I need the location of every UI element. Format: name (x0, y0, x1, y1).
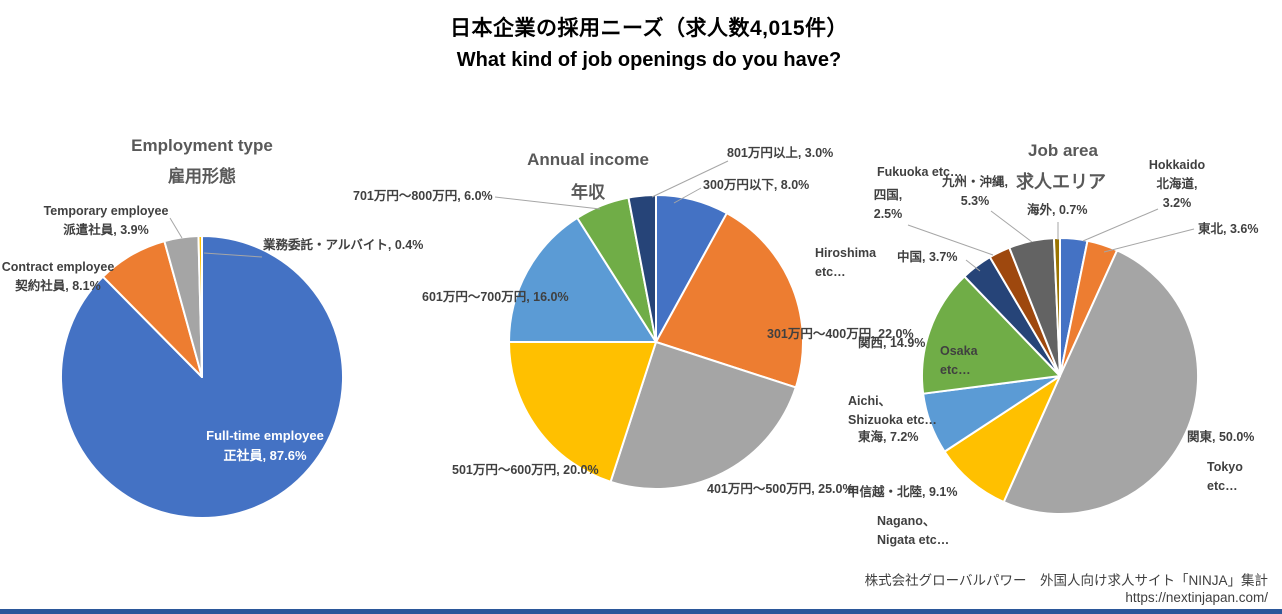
pie-2-slice-3 (943, 375, 1061, 503)
bottom-accent-bar (0, 609, 1282, 614)
leader-line (907, 224, 994, 256)
page-title-jp: 日本企業の採用ニーズ（求人数4,015件） (450, 17, 848, 40)
jobarea-chart-title-en: Job area (1028, 141, 1098, 160)
income-chart-title-jp: 年収 (571, 183, 605, 202)
jobarea-chart-title-jp: 求人エリア (1016, 172, 1106, 192)
page-title-en: What kind of job openings do you have? (456, 49, 842, 71)
leader-line (1103, 228, 1195, 253)
page-title: 日本企業の採用ニーズ（求人数4,015件） What kind of job o… (18, 12, 1280, 72)
leader-line (673, 187, 702, 204)
pie-1-slice-4 (508, 216, 657, 343)
footer-url: https://nextinjapan.com/ (1125, 590, 1268, 605)
leader-line (169, 217, 183, 239)
pie-2-slice-2 (1002, 249, 1199, 516)
income-chart-title-en: Annual income (527, 150, 649, 169)
leader-line (990, 210, 1033, 243)
pie-1-slice-2 (609, 341, 797, 490)
pie-0-slice-3 (197, 234, 203, 378)
employment-chart-title-jp: 雇用形態 (168, 167, 236, 186)
pie-2-slice-9 (1052, 236, 1061, 377)
leader-line (494, 196, 601, 210)
pie-2-slice-5 (921, 275, 1061, 395)
leader-line (965, 259, 981, 272)
leader-line (203, 252, 263, 258)
pie-1-slice-3 (508, 341, 657, 483)
leader-line (651, 160, 729, 198)
leader-line (1082, 208, 1159, 242)
pie-1-slice-1 (655, 212, 804, 389)
footer-source: 株式会社グローバルパワー 外国人向け求人サイト「NINJA」集計 (864, 573, 1268, 588)
employment-chart-title-en: Employment type (131, 136, 273, 155)
